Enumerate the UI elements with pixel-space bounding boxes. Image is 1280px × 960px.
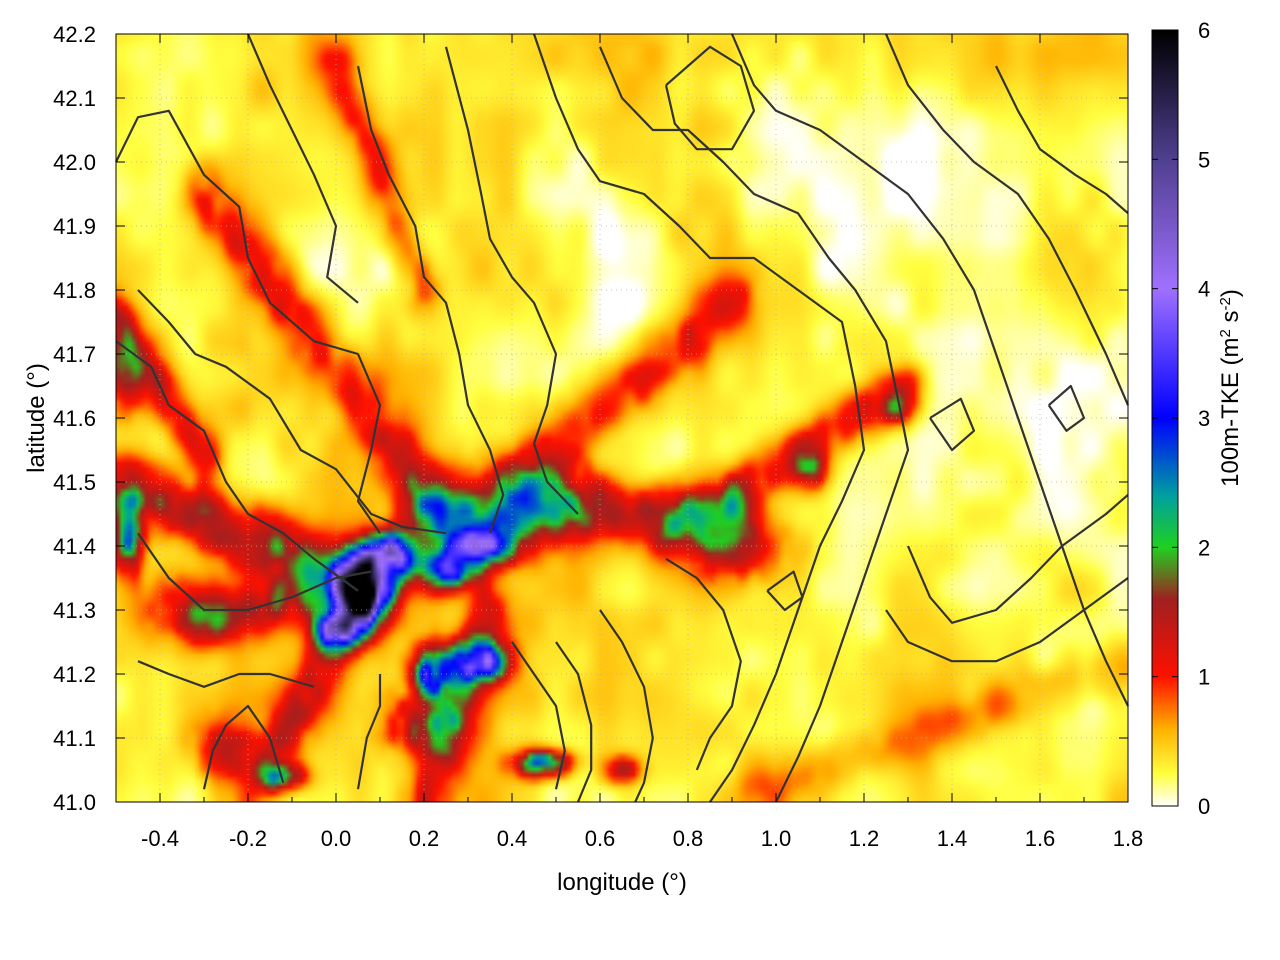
y-tick-label: 41.6 xyxy=(53,406,96,431)
x-tick-label: 1.6 xyxy=(1025,826,1056,851)
contour-line xyxy=(884,33,1130,406)
colorbar-label-end: ) xyxy=(1217,289,1244,297)
y-tick-label: 42.1 xyxy=(53,86,96,111)
x-tick-label: 1.8 xyxy=(1113,826,1144,851)
x-tick-label: -0.4 xyxy=(141,826,179,851)
colorbar-label-main: 100m-TKE (m xyxy=(1217,338,1244,487)
contour-line xyxy=(246,33,359,304)
contour-line xyxy=(444,46,579,515)
contour-line xyxy=(202,704,285,790)
colorbar-label-mid: s xyxy=(1217,310,1244,329)
y-tick-label: 41.3 xyxy=(53,598,96,623)
contour-line xyxy=(137,532,372,612)
contour-line xyxy=(665,557,742,771)
y-tick-label: 41.8 xyxy=(53,278,96,303)
y-tick-label: 42.2 xyxy=(53,22,96,47)
y-axis-label: latitude (°) xyxy=(23,363,50,473)
x-tick-label: 0.8 xyxy=(673,826,704,851)
contour-line xyxy=(885,577,1129,663)
colorbar-label: 100m-TKE (m2 s-2) xyxy=(1217,289,1245,487)
y-tick-label: 41.0 xyxy=(53,790,96,815)
contour-line xyxy=(664,45,756,151)
contour-line xyxy=(766,570,804,612)
contour-line xyxy=(356,65,505,534)
x-tick-label: 0.4 xyxy=(497,826,528,851)
x-axis-ticks: -0.4 -0.2 0.0 0.2 0.4 0.6 0.8 1.0 1.2 1.4 1.6 1.8 xyxy=(115,34,1144,851)
x-axis-label: longitude (°) xyxy=(557,869,687,896)
y-tick-label: 41.7 xyxy=(53,342,96,367)
x-tick-label: -0.2 xyxy=(229,826,267,851)
x-tick-label: 1.4 xyxy=(937,826,968,851)
colorbar-label-sup1: 2 xyxy=(1217,329,1234,337)
colorbar-tick-label: 6 xyxy=(1198,18,1210,43)
y-tick-label: 41.1 xyxy=(53,726,96,751)
contour-line xyxy=(137,289,447,535)
contour-line xyxy=(730,33,1129,707)
x-tick-label: 0.2 xyxy=(409,826,440,851)
colorbar-tick-label: 1 xyxy=(1198,665,1210,690)
contour-line xyxy=(555,641,593,803)
contour-line xyxy=(356,674,382,790)
y-tick-label: 41.2 xyxy=(53,662,96,687)
contour-line xyxy=(511,641,566,790)
colorbar-ticks: 0 1 2 3 4 5 6 xyxy=(1152,18,1210,819)
colorbar-tick-label: 2 xyxy=(1198,535,1210,560)
y-tick-label: 41.5 xyxy=(53,470,96,495)
contour-line xyxy=(995,65,1129,215)
colorbar-tick-label: 4 xyxy=(1198,277,1210,302)
contour-line xyxy=(598,46,910,803)
contour-line xyxy=(906,493,1129,624)
contour-line xyxy=(1047,384,1086,432)
x-tick-label: 0.0 xyxy=(321,826,352,851)
colorbar-label-sup2: -2 xyxy=(1217,297,1234,310)
contour-line xyxy=(115,109,382,534)
x-tick-label: 1.0 xyxy=(761,826,792,851)
y-tick-label: 41.9 xyxy=(53,214,96,239)
colorbar-tick-label: 0 xyxy=(1198,794,1210,819)
y-tick-label: 42.0 xyxy=(53,150,96,175)
y-axis-ticks: 41.0 41.1 41.2 41.3 41.4 41.5 41.6 41.7 41.8 41.9… xyxy=(53,22,1128,815)
contour-line xyxy=(929,397,976,452)
colorbar-tick-label: 5 xyxy=(1198,147,1210,172)
terrain-contours xyxy=(115,33,1130,803)
contour-line xyxy=(115,340,359,592)
x-tick-label: 0.6 xyxy=(585,826,616,851)
y-tick-label: 41.4 xyxy=(53,534,96,559)
x-tick-label: 1.2 xyxy=(849,826,880,851)
colorbar-tick-label: 3 xyxy=(1198,406,1210,431)
plot-area: -0.4 -0.2 0.0 0.2 0.4 0.6 0.8 1.0 1.2 1.4 1.6 1.8 4… xyxy=(53,22,1143,851)
contour-line xyxy=(137,660,315,688)
contour-line xyxy=(599,609,654,803)
contour-line xyxy=(532,33,866,803)
